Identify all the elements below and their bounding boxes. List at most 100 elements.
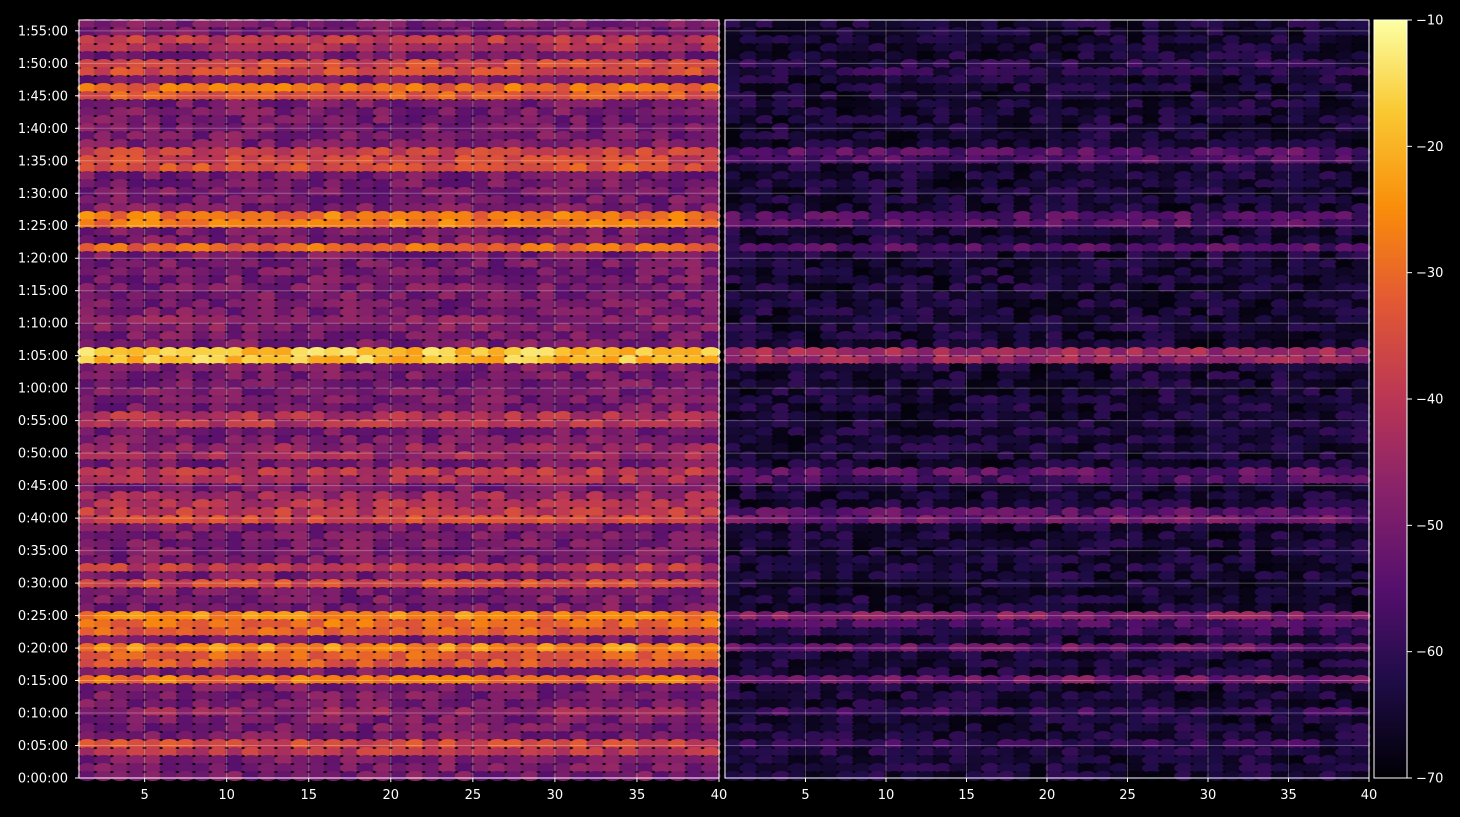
heatmap-cell: [651, 139, 672, 149]
heatmap-cell: [569, 171, 590, 181]
heatmap-cell: [651, 155, 672, 165]
heatmap-cell: [307, 19, 327, 29]
heatmap-cell: [602, 227, 623, 237]
heatmap-cell: [175, 195, 196, 205]
heatmap-cell: [487, 195, 508, 205]
heatmap-cell: [569, 235, 590, 245]
heatmap-cell: [701, 155, 721, 165]
heatmap-cell: [340, 155, 360, 165]
heatmap-cell: [635, 155, 655, 165]
heatmap-cell: [651, 27, 672, 37]
heatmap-cell: [257, 91, 278, 101]
heatmap-cell: [618, 43, 639, 53]
heatmap-cell: [175, 123, 196, 133]
heatmap-cell: [438, 123, 459, 133]
heatmap-cell: [651, 179, 672, 189]
heatmap-cell: [356, 203, 377, 213]
heatmap-cell: [405, 91, 426, 101]
heatmap-cell: [307, 147, 327, 157]
heatmap-cell: [126, 75, 147, 85]
heatmap-cell: [340, 75, 360, 85]
heatmap-cell: [569, 179, 590, 189]
heatmap-cell: [405, 163, 426, 173]
heatmap-cell: [93, 51, 114, 61]
heatmap-cell: [487, 187, 508, 197]
heatmap-cell: [553, 35, 573, 45]
heatmap-cell: [257, 203, 278, 213]
heatmap-cell: [405, 155, 426, 165]
heatmap-cell: [438, 27, 459, 37]
heatmap-cell: [422, 195, 442, 205]
heatmap-cell: [618, 139, 639, 149]
heatmap-cell: [192, 43, 212, 53]
heatmap-cell: [668, 139, 688, 149]
heatmap-cell: [372, 59, 393, 69]
heatmap-cell: [159, 43, 180, 53]
heatmap-cell: [651, 131, 672, 141]
heatmap-cell: [405, 83, 426, 93]
heatmap-cell: [651, 163, 672, 173]
heatmap-cell: [307, 43, 327, 53]
heatmap-cell: [93, 179, 114, 189]
heatmap-cell: [438, 147, 459, 157]
heatmap-cell: [438, 227, 459, 237]
heatmap-cell: [618, 51, 639, 61]
heatmap-cell: [208, 227, 229, 237]
heatmap-cell: [635, 91, 655, 101]
heatmap-cell: [290, 211, 311, 221]
heatmap-cell: [618, 107, 639, 117]
heatmap-cell: [307, 179, 327, 189]
heatmap-cell: [372, 187, 393, 197]
heatmap-cell: [422, 187, 442, 197]
heatmap-cell: [274, 19, 294, 29]
heatmap-cell: [536, 27, 557, 37]
heatmap-cell: [602, 75, 623, 85]
heatmap-cell: [635, 123, 655, 133]
heatmap-cell: [372, 203, 393, 213]
heatmap-cell: [684, 211, 705, 221]
heatmap-cell: [454, 163, 475, 173]
heatmap-cell: [323, 179, 344, 189]
heatmap-cell: [356, 227, 377, 237]
heatmap-cell: [553, 83, 573, 93]
heatmap-cell: [553, 27, 573, 37]
heatmap-cell: [438, 139, 459, 149]
heatmap-cell: [389, 147, 409, 157]
heatmap-cell: [668, 123, 688, 133]
heatmap-cell: [175, 27, 196, 37]
heatmap-cell: [487, 83, 508, 93]
heatmap-cell: [290, 59, 311, 69]
heatmap-cell: [389, 227, 409, 237]
heatmap-cell: [553, 163, 573, 173]
heatmap-cell: [618, 75, 639, 85]
heatmap-cell: [471, 51, 491, 61]
heatmap-cell: [225, 131, 245, 141]
heatmap-cell: [553, 155, 573, 165]
heatmap-cell: [192, 171, 212, 181]
heatmap-cell: [192, 99, 212, 109]
heatmap-cell: [340, 107, 360, 117]
heatmap-cell: [290, 19, 311, 29]
heatmap-cell: [93, 27, 114, 37]
heatmap-cell: [651, 115, 672, 125]
heatmap-cell: [143, 195, 163, 205]
heatmap-cell: [438, 235, 459, 245]
heatmap-cell: [454, 115, 475, 125]
heatmap-cell: [504, 51, 524, 61]
heatmap-cell: [372, 227, 393, 237]
heatmap-cell: [77, 211, 97, 221]
heatmap-cell: [520, 131, 541, 141]
heatmap-cell: [356, 163, 377, 173]
heatmap-cell: [323, 235, 344, 245]
heatmap-cell: [684, 147, 705, 157]
heatmap-cell: [126, 243, 147, 253]
heatmap-cell: [77, 187, 97, 197]
heatmap-cell: [159, 235, 180, 245]
heatmap-cell: [586, 67, 606, 77]
heatmap-cell: [504, 139, 524, 149]
heatmap-cell: [701, 219, 721, 229]
heatmap-cell: [602, 83, 623, 93]
heatmap-cell: [569, 19, 590, 29]
heatmap-cell: [274, 99, 294, 109]
heatmap-cell: [668, 171, 688, 181]
